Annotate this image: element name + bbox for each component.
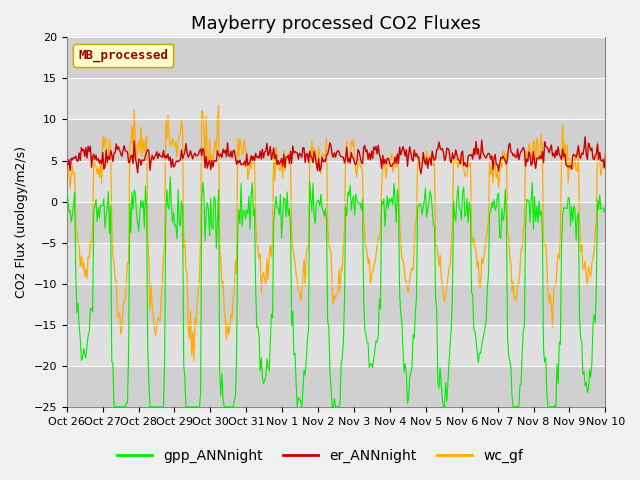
- Bar: [67, 202, 605, 242]
- Bar: [67, 160, 605, 202]
- Legend: MB_processed: MB_processed: [73, 44, 173, 67]
- Bar: [67, 120, 605, 160]
- Y-axis label: CO2 Flux (urology/m2/s): CO2 Flux (urology/m2/s): [15, 146, 28, 298]
- Legend: gpp_ANNnight, er_ANNnight, wc_gf: gpp_ANNnight, er_ANNnight, wc_gf: [111, 443, 529, 468]
- Title: Mayberry processed CO2 Fluxes: Mayberry processed CO2 Fluxes: [191, 15, 481, 33]
- Bar: [67, 37, 605, 78]
- Bar: [67, 366, 605, 407]
- Bar: [67, 284, 605, 325]
- Bar: [67, 242, 605, 284]
- Bar: [67, 325, 605, 366]
- Bar: [67, 78, 605, 120]
